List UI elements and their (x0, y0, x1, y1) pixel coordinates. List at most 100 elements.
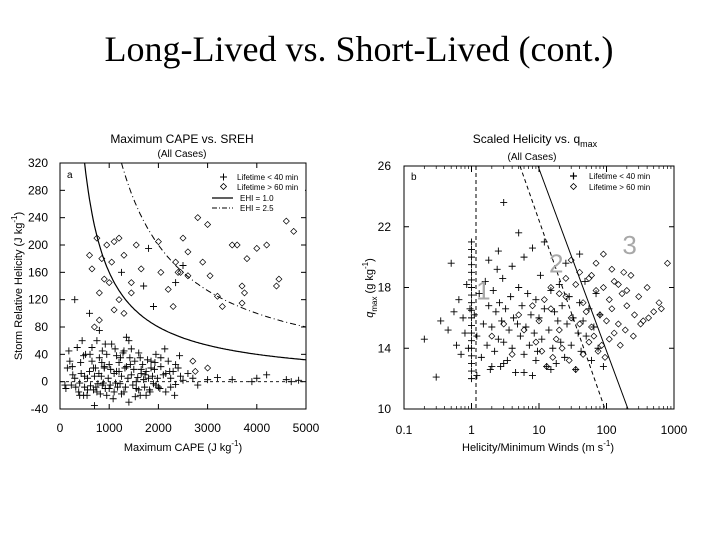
point-long-lived (520, 326, 528, 334)
point-long-lived (663, 259, 671, 267)
point-short-lived (86, 350, 94, 358)
point-long-lived (233, 241, 241, 249)
point-short-lived (80, 352, 88, 360)
point-short-lived (127, 345, 135, 353)
point-long-lived (528, 302, 536, 310)
point-short-lived (468, 276, 475, 284)
point-short-lived (157, 363, 165, 371)
point-short-lived (503, 356, 511, 364)
point-short-lived (470, 311, 478, 319)
point-short-lived (502, 305, 510, 313)
point-short-lived (122, 363, 130, 371)
point-long-lived (488, 332, 496, 340)
point-short-lived (130, 365, 138, 373)
point-short-lived (557, 338, 565, 346)
point-short-lived (124, 374, 132, 382)
chart-a-ytick-label: 160 (28, 265, 48, 279)
point-short-lived (576, 250, 584, 258)
point-long-lived (605, 335, 613, 343)
point-short-lived (110, 388, 118, 396)
point-short-lived (459, 314, 467, 322)
point-short-lived (148, 372, 156, 380)
point-short-lived (590, 323, 598, 331)
point-short-lived (457, 350, 465, 358)
point-short-lived (496, 299, 504, 307)
point-short-lived (532, 356, 540, 364)
point-short-lived (121, 364, 129, 372)
point-short-lived (543, 362, 551, 370)
point-long-lived (241, 289, 248, 297)
point-long-lived (605, 296, 613, 304)
point-short-lived (508, 344, 516, 352)
ehi-1-curve (84, 162, 307, 361)
point-short-lived (522, 323, 530, 331)
point-short-lived (574, 329, 582, 337)
point-long-lived (639, 317, 647, 325)
chart-b-xtick-label: 0.1 (396, 423, 413, 437)
chart-b-plot-frame (403, 165, 675, 410)
point-short-lived (455, 296, 463, 304)
chart-scaled-helicity-vs-qmax: Scaled Helicity vs. qmax (All Cases) b 0… (361, 132, 688, 454)
point-long-lived (179, 234, 187, 242)
point-long-lived (137, 265, 145, 273)
point-long-lived (535, 317, 543, 325)
chart-b-ytick-label: 26 (378, 159, 392, 173)
point-short-lived (120, 347, 128, 355)
point-long-lived (115, 296, 123, 304)
point-short-lived (88, 357, 96, 365)
point-short-lived (177, 372, 185, 380)
point-short-lived (585, 305, 593, 313)
point-short-lived (507, 293, 515, 301)
chart-b-region-labels: 1 2 3 (476, 230, 637, 306)
point-long-lived (590, 332, 598, 340)
point-short-lived (112, 379, 120, 387)
point-short-lived (468, 314, 475, 322)
point-long-lived (599, 250, 607, 258)
point-short-lived (132, 378, 140, 386)
point-long-lived (218, 303, 226, 310)
point-long-lived (86, 251, 94, 259)
chart-a-ytick-label: 40 (35, 347, 49, 361)
point-short-lived (562, 259, 570, 267)
point-short-lived (468, 253, 475, 261)
point-short-lived (492, 308, 500, 316)
point-long-lived (515, 311, 523, 319)
point-short-lived (599, 362, 607, 370)
point-short-lived (468, 299, 475, 307)
point-long-lived (100, 275, 108, 283)
chart-a-xtick-label: 5000 (293, 421, 320, 435)
point-short-lived (295, 376, 303, 384)
point-short-lived (92, 383, 100, 391)
region-label: 3 (622, 230, 636, 260)
point-long-lived (621, 326, 629, 334)
point-short-lived (473, 372, 481, 380)
point-long-lived (567, 314, 575, 322)
point-short-lived (145, 374, 153, 382)
chart-a-ytick-label: 280 (28, 183, 48, 197)
point-short-lived (533, 347, 541, 355)
point-short-lived (176, 352, 184, 360)
point-short-lived (77, 359, 85, 367)
chart-a-xtick-label: 0 (57, 421, 64, 435)
point-short-lived (569, 314, 577, 322)
point-short-lived (204, 376, 212, 384)
point-long-lived (508, 350, 516, 358)
point-short-lived (528, 244, 536, 252)
point-long-lived (594, 347, 602, 355)
point-long-lived (555, 290, 563, 298)
point-short-lived (116, 380, 124, 388)
chart-b-subtitle: (All Cases) (508, 152, 557, 163)
point-long-lived (199, 258, 207, 266)
point-long-lived (164, 285, 172, 293)
point-long-lived (572, 280, 580, 288)
point-short-lived (103, 391, 111, 399)
point-short-lived (468, 306, 475, 314)
point-long-lived (552, 335, 560, 343)
point-long-lived (206, 272, 214, 280)
point-short-lived (524, 290, 532, 298)
point-short-lived (477, 353, 485, 361)
legend-a-entry-4: EHI = 2.5 (240, 204, 274, 213)
point-short-lived (152, 381, 160, 389)
point-short-lived (494, 247, 502, 255)
chart-a-xlabel: Maximum CAPE (J kg-1) (124, 439, 242, 454)
